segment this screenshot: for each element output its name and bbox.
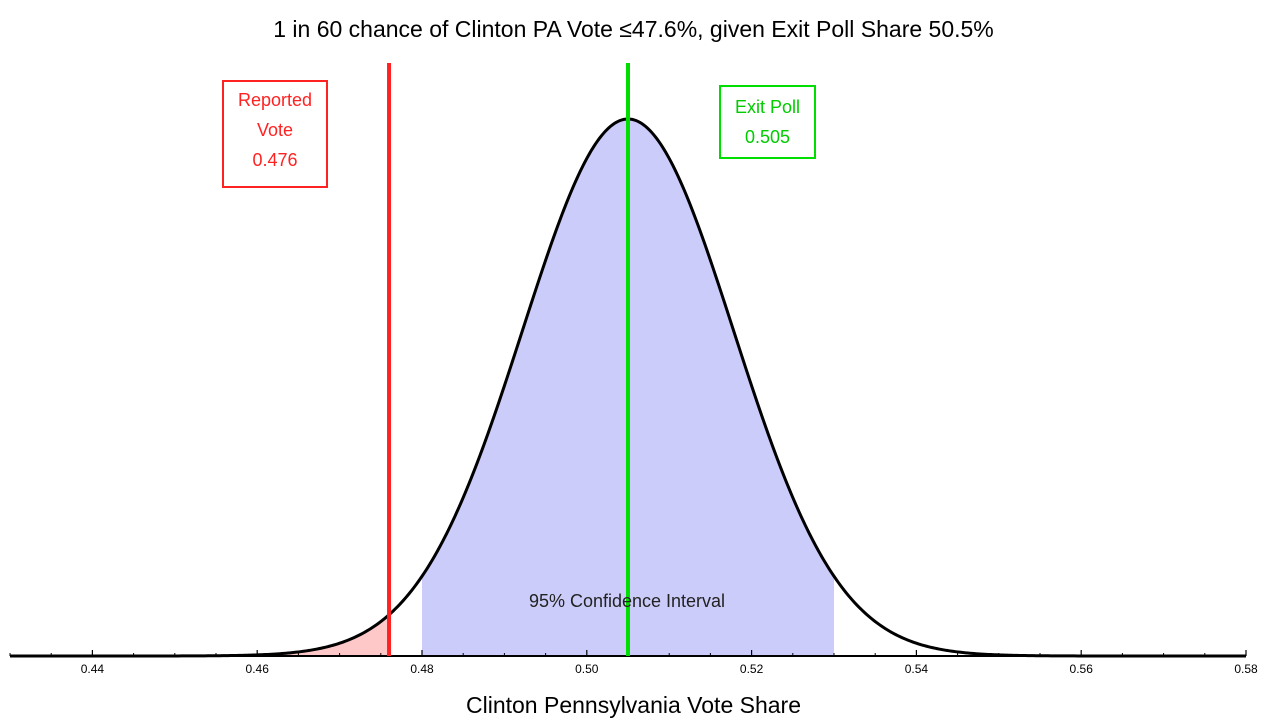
- reference-lines: [387, 63, 630, 656]
- exit-poll-label: Exit Poll: [734, 97, 801, 117]
- reported-label-line2: Vote: [256, 120, 294, 140]
- chart-title: 1 in 60 chance of Clinton PA Vote ≤47.6%…: [273, 16, 994, 42]
- reported-label-line1: Reported: [237, 90, 313, 110]
- x-tick-label: 0.46: [246, 662, 270, 676]
- x-tick-label: 0.52: [740, 662, 764, 676]
- x-tick-label: 0.48: [410, 662, 434, 676]
- exit-poll-annotation: Exit Poll 0.505: [719, 85, 816, 159]
- x-tick-label: 0.54: [905, 662, 929, 676]
- shaded-region-0: [10, 614, 390, 656]
- x-tick-label: 0.58: [1234, 662, 1258, 676]
- x-axis-title: Clinton Pennsylvania Vote Share: [466, 692, 801, 718]
- exit-poll-value: 0.505: [744, 127, 791, 147]
- x-tick-label: 0.50: [575, 662, 599, 676]
- reported-value: 0.476: [252, 150, 298, 170]
- confidence-interval-label: 95% Confidence Interval: [528, 591, 726, 611]
- x-tick-label: 0.56: [1070, 662, 1094, 676]
- reported-vote-annotation: Reported Vote 0.476: [222, 80, 328, 188]
- x-tick-label: 0.44: [81, 662, 105, 676]
